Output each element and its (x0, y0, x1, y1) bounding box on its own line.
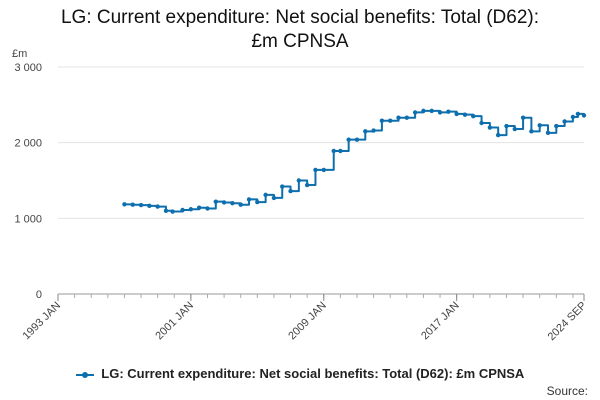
data-point (504, 123, 509, 129)
x-tick-label: 2001 JAN (153, 300, 196, 343)
data-point (280, 184, 285, 189)
legend-label: LG: Current expenditure: Net social bene… (101, 366, 525, 381)
data-point (379, 118, 385, 123)
data-point (304, 182, 310, 188)
data-point (562, 119, 567, 124)
data-point (479, 120, 484, 126)
data-point (581, 113, 587, 118)
x-tick-label: 2024 SEP (546, 300, 590, 344)
y-tick-label: 0 (36, 289, 42, 301)
chart-title: LG: Current expenditure: Net social bene… (0, 6, 600, 54)
data-point (331, 148, 336, 154)
data-point (575, 111, 581, 117)
data-point (271, 195, 277, 201)
data-point (545, 130, 551, 136)
chart-title-line-2: £m CPNSA (251, 31, 349, 52)
data-point (321, 167, 326, 173)
data-point (147, 203, 152, 209)
data-point (130, 202, 135, 207)
data-point (122, 202, 127, 207)
y-axis-unit: £m (12, 48, 27, 60)
data-point (263, 192, 268, 198)
data-point (363, 129, 368, 134)
chart-title-line-1: LG: Current expenditure: Net social bene… (60, 7, 540, 28)
y-tick-label: 1 000 (14, 213, 42, 225)
data-point (462, 112, 468, 117)
grid-lines (58, 66, 584, 295)
data-point (404, 115, 410, 120)
data-point (554, 123, 559, 129)
data-point (205, 206, 210, 211)
data-point (412, 110, 418, 115)
axes: 0 1 000 2 000 3 000 1993 JAN 2001 JAN 2009 JAN… (14, 62, 589, 343)
data-point (437, 110, 443, 115)
legend: LG: Current expenditure: Net social bene… (0, 366, 600, 381)
data-point (296, 178, 302, 183)
data-point (487, 125, 493, 130)
data-point (396, 115, 401, 120)
data-point (529, 129, 534, 134)
data-point (520, 115, 526, 120)
x-tick-label: 2009 JAN (286, 300, 329, 343)
data-point (313, 167, 318, 173)
data-point (371, 128, 376, 133)
data-point (471, 113, 476, 119)
data-point (446, 109, 451, 114)
data-point (512, 126, 517, 132)
data-point (196, 205, 202, 210)
data-point (230, 201, 235, 206)
data-point (255, 199, 260, 205)
data-point (570, 114, 576, 120)
series-layer (122, 108, 587, 214)
data-point (246, 197, 252, 202)
data-point (338, 148, 343, 154)
legend-line-marker-icon (75, 370, 94, 380)
y-tick-label: 2 000 (14, 138, 42, 150)
data-point (429, 108, 434, 114)
data-point (495, 132, 501, 138)
data-point (238, 202, 243, 207)
data-point (138, 202, 144, 208)
data-point (388, 118, 393, 123)
data-point (354, 137, 360, 142)
x-tick-label: 1993 JAN (20, 300, 63, 343)
x-tick-label: 2017 JAN (419, 300, 462, 343)
data-point (170, 209, 175, 214)
data-point (188, 207, 194, 212)
data-point (213, 199, 218, 204)
data-point (454, 111, 459, 117)
data-point (163, 208, 169, 213)
data-point (421, 108, 426, 114)
data-point (155, 204, 160, 209)
source-label: Source: (546, 384, 588, 398)
data-point (288, 188, 293, 194)
y-tick-label: 3 000 (14, 62, 42, 74)
data-point (537, 123, 542, 128)
data-point (346, 137, 351, 142)
data-point (221, 200, 227, 205)
data-point (180, 207, 185, 213)
series-line (124, 109, 585, 213)
